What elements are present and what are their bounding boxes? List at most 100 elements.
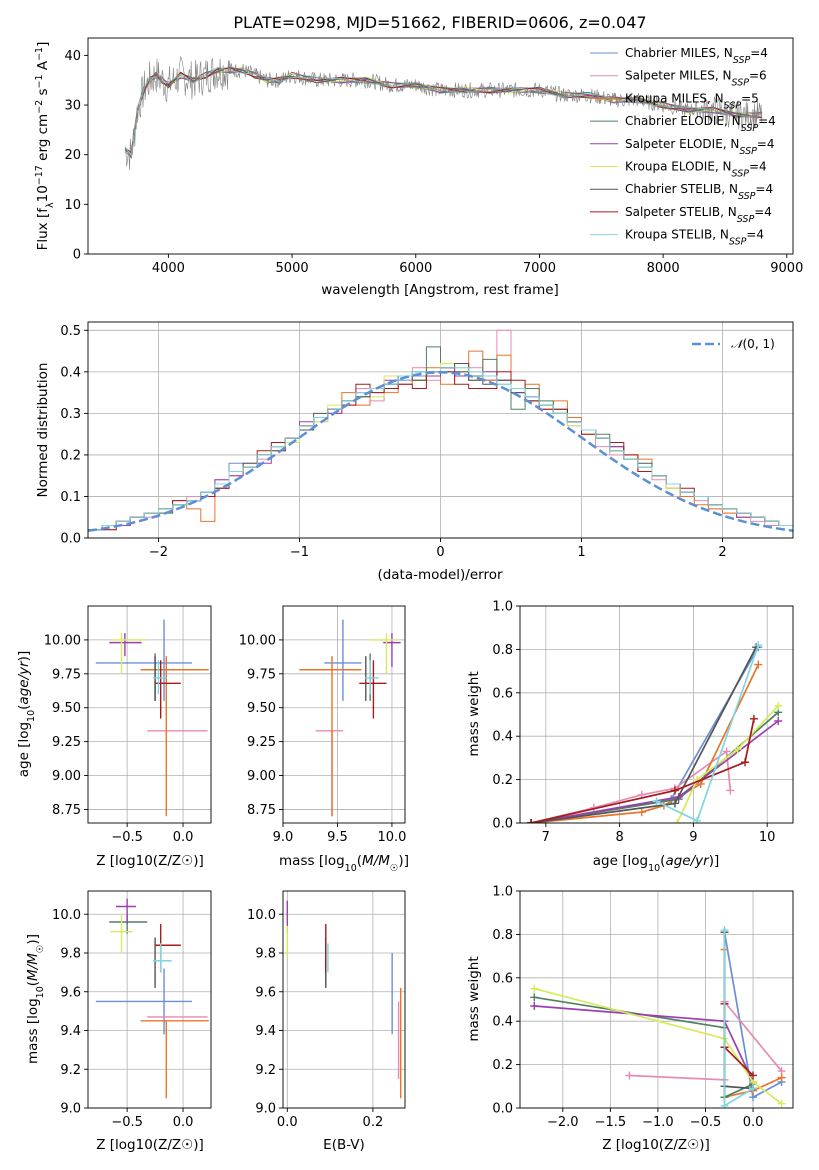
axes-frame — [519, 605, 794, 824]
x-axis-label: Z [log10(Z/Z☉)] — [96, 853, 204, 869]
y-tick-label: 0.6 — [492, 686, 513, 701]
legend-label: 𝒩(0, 1) — [731, 337, 775, 351]
legend-label: Kroupa STELIB, NSSP=4 — [625, 228, 764, 248]
y-tick-label: 9.2 — [255, 1063, 276, 1078]
y-tick-label: 20 — [64, 148, 81, 163]
x-tick-label: 2 — [718, 545, 726, 560]
y-tick-label: 0.4 — [60, 365, 81, 380]
legend-label: Kroupa ELODIE, NSSP=4 — [625, 160, 767, 180]
y-axis-label: mass weight — [466, 671, 482, 756]
y-axis-label: age [log10(age/yr)] — [16, 651, 37, 777]
weight-marker — [749, 1071, 758, 1080]
axes-mass_vs_age: 9.0 9.5 10.0 8.75 9.00 9.25 9.50 9.75 10.00 — [239, 605, 406, 845]
figure-title: PLATE=0298, MJD=51662, FIBERID=0606, z=0… — [233, 13, 646, 32]
y-tick-label: 0.4 — [492, 1015, 513, 1030]
axes-z_vs_mass: −0.5 0.0 9.0 9.2 9.4 9.6 9.8 10.0 — [52, 890, 212, 1130]
x-tick-label: 0.0 — [173, 1115, 194, 1130]
x-tick-label: 0.0 — [173, 830, 194, 845]
x-tick-label: 10.0 — [377, 830, 406, 845]
plot-area — [527, 641, 783, 823]
x-tick-label: 9.0 — [273, 830, 294, 845]
y-tick-label: 1.0 — [492, 600, 513, 615]
weight-marker — [733, 745, 742, 754]
x-tick-label: 0.0 — [277, 1115, 298, 1130]
axes-residuals: −2 −1 0 1 2 0.0 0.1 0.2 0.3 0.4 0.5 — [60, 321, 794, 560]
weight-line — [534, 996, 754, 1099]
weight-marker — [530, 984, 539, 993]
weight-marker — [720, 926, 729, 935]
y-tick-label: 9.6 — [255, 985, 276, 1000]
weight-marker — [530, 993, 539, 1002]
x-tick-label: 8 — [615, 830, 623, 845]
x-tick-label: −0.5 — [690, 1115, 722, 1130]
plot-area — [530, 926, 786, 1108]
x-tick-label: −0.5 — [111, 830, 143, 845]
weight-marker — [670, 799, 679, 808]
y-tick-label: 9.8 — [255, 947, 276, 962]
x-tick-label: 0.2 — [363, 1115, 384, 1130]
weight-marker — [720, 1101, 729, 1108]
x-tick-label: 6000 — [399, 261, 432, 276]
y-axis-label: mass [log10(M/M☉)] — [25, 934, 46, 1064]
weight-marker — [741, 758, 750, 767]
y-tick-label: 9.00 — [52, 769, 81, 784]
weight-line — [530, 718, 755, 823]
x-tick-label: 9 — [689, 830, 697, 845]
y-tick-label: 9.8 — [60, 947, 81, 962]
y-axis-label: mass weight — [466, 956, 482, 1041]
y-tick-label: 9.4 — [255, 1024, 276, 1039]
y-tick-label: 9.25 — [247, 735, 276, 750]
legend-label: Chabrier STELIB, NSSP=4 — [625, 182, 773, 202]
x-tick-label: 9.5 — [327, 830, 348, 845]
x-axis-label: Z [log10(Z/Z☉)] — [602, 1137, 710, 1153]
y-tick-label: 0.8 — [492, 928, 513, 943]
x-axis-label: wavelength [Angstrom, rest frame] — [321, 282, 559, 298]
x-tick-label: 9000 — [770, 261, 803, 276]
axes-age_weights: 7 8 9 10 0.0 0.2 0.4 0.6 0.8 1.0 — [492, 600, 794, 845]
x-tick-label: −1 — [290, 545, 309, 560]
y-tick-label: 9.25 — [52, 735, 81, 750]
y-tick-label: 9.00 — [247, 769, 276, 784]
axes-ebv_vs_mass: 0.0 0.2 9.0 9.2 9.4 9.6 9.8 10.0 — [247, 890, 406, 1130]
y-axis-label: Flux [fλ10−17 erg cm−2 s−1 A−1] — [34, 42, 56, 251]
x-tick-label: 5000 — [276, 261, 309, 276]
x-tick-label: −1.5 — [595, 1115, 627, 1130]
y-tick-label: 0.0 — [60, 532, 81, 547]
data-line — [124, 56, 763, 171]
plot-area — [124, 56, 763, 171]
y-tick-label: 0.8 — [492, 643, 513, 658]
x-tick-label: −0.5 — [111, 1115, 143, 1130]
weight-marker — [754, 641, 763, 650]
y-tick-label: 9.4 — [60, 1024, 81, 1039]
x-tick-label: −2.0 — [547, 1115, 579, 1130]
weight-marker — [527, 819, 536, 823]
y-tick-label: 10 — [64, 198, 81, 213]
weight-marker — [637, 808, 646, 817]
y-tick-label: 8.75 — [52, 803, 81, 818]
axes-frame — [87, 605, 212, 824]
legend-label: Kroupa MILES, NSSP=5 — [625, 91, 759, 111]
y-tick-label: 40 — [64, 49, 81, 64]
y-tick-label: 10.0 — [52, 908, 81, 923]
y-tick-label: 9.75 — [52, 667, 81, 682]
y-tick-label: 0.3 — [60, 407, 81, 422]
y-tick-label: 1.0 — [492, 885, 513, 900]
weight-marker — [673, 819, 682, 823]
x-tick-label: 4000 — [152, 261, 185, 276]
y-tick-label: 0.2 — [60, 448, 81, 463]
weight-line — [530, 646, 757, 823]
axes-spectrum: 4000 5000 6000 7000 8000 9000 0 10 20 30 40 — [64, 37, 803, 276]
y-tick-label: 0.2 — [492, 773, 513, 788]
plot-area — [299, 619, 401, 817]
histogram-step — [88, 367, 793, 538]
x-tick-label: 8000 — [647, 261, 680, 276]
y-tick-label: 0.1 — [60, 490, 81, 505]
axes-frame — [87, 890, 212, 1109]
plot-area — [88, 329, 793, 538]
weight-marker — [777, 1099, 786, 1108]
x-tick-label: 10 — [759, 830, 776, 845]
y-tick-label: 10.0 — [247, 908, 276, 923]
weight-marker — [625, 1071, 634, 1080]
weight-marker — [726, 786, 735, 795]
